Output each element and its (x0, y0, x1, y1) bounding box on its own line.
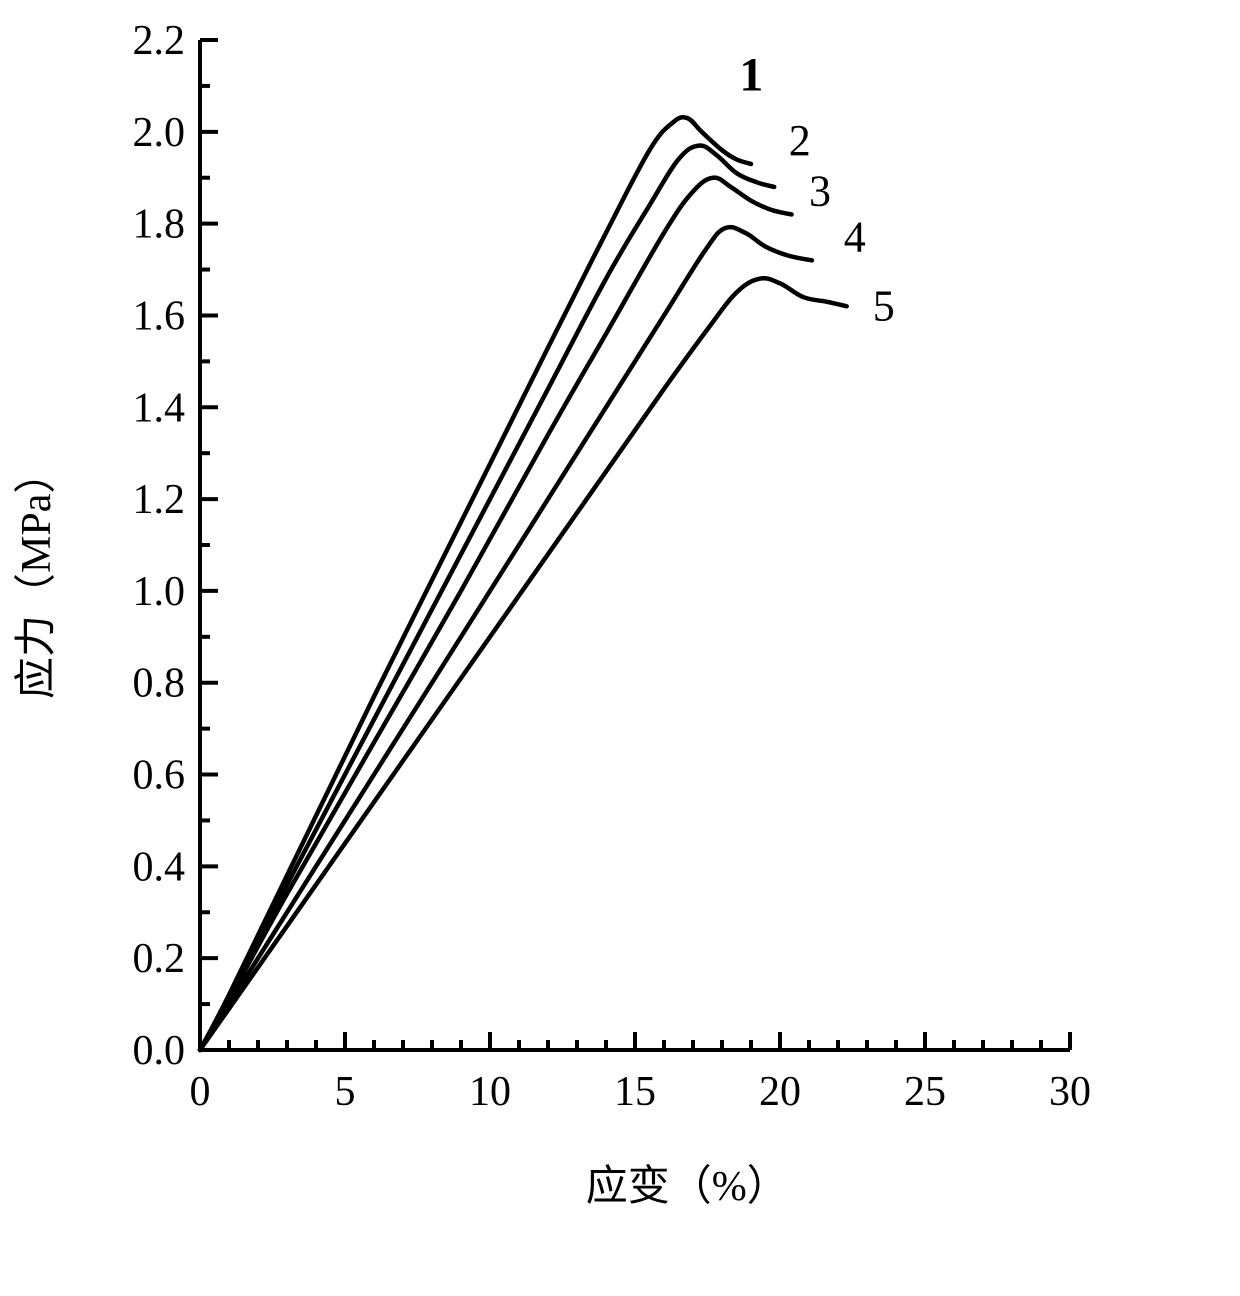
x-tick-label: 15 (614, 1069, 656, 1115)
series-label-5: 5 (873, 281, 895, 330)
stress-strain-chart: 0510152025300.00.20.40.60.81.01.21.41.61… (0, 0, 1240, 1296)
y-tick-label: 1.0 (133, 569, 186, 615)
series-label-4: 4 (844, 212, 866, 261)
x-tick-label: 30 (1049, 1069, 1091, 1115)
y-tick-label: 0.6 (133, 753, 186, 799)
y-tick-label: 0.4 (133, 844, 186, 890)
x-tick-label: 25 (904, 1069, 946, 1115)
chart-svg: 0510152025300.00.20.40.60.81.01.21.41.61… (0, 0, 1240, 1296)
x-tick-label: 10 (469, 1069, 511, 1115)
y-axis-label: 应力（MPa） (13, 452, 60, 699)
y-tick-label: 0.8 (133, 661, 186, 707)
x-axis-label: 应变（%） (586, 1163, 789, 1210)
series-label-3: 3 (809, 167, 831, 216)
x-tick-label: 20 (759, 1069, 801, 1115)
series-label-1: 1 (739, 49, 763, 102)
y-tick-label: 2.2 (133, 18, 186, 64)
series-label-2: 2 (789, 116, 811, 165)
x-tick-label: 5 (335, 1069, 356, 1115)
y-tick-label: 1.2 (133, 477, 186, 523)
y-tick-label: 1.6 (133, 293, 186, 339)
y-tick-label: 2.0 (133, 110, 186, 156)
x-tick-label: 0 (190, 1069, 211, 1115)
y-tick-label: 0.2 (133, 936, 186, 982)
y-tick-label: 1.4 (133, 385, 186, 431)
y-tick-label: 0.0 (133, 1028, 186, 1074)
y-tick-label: 1.8 (133, 202, 186, 248)
